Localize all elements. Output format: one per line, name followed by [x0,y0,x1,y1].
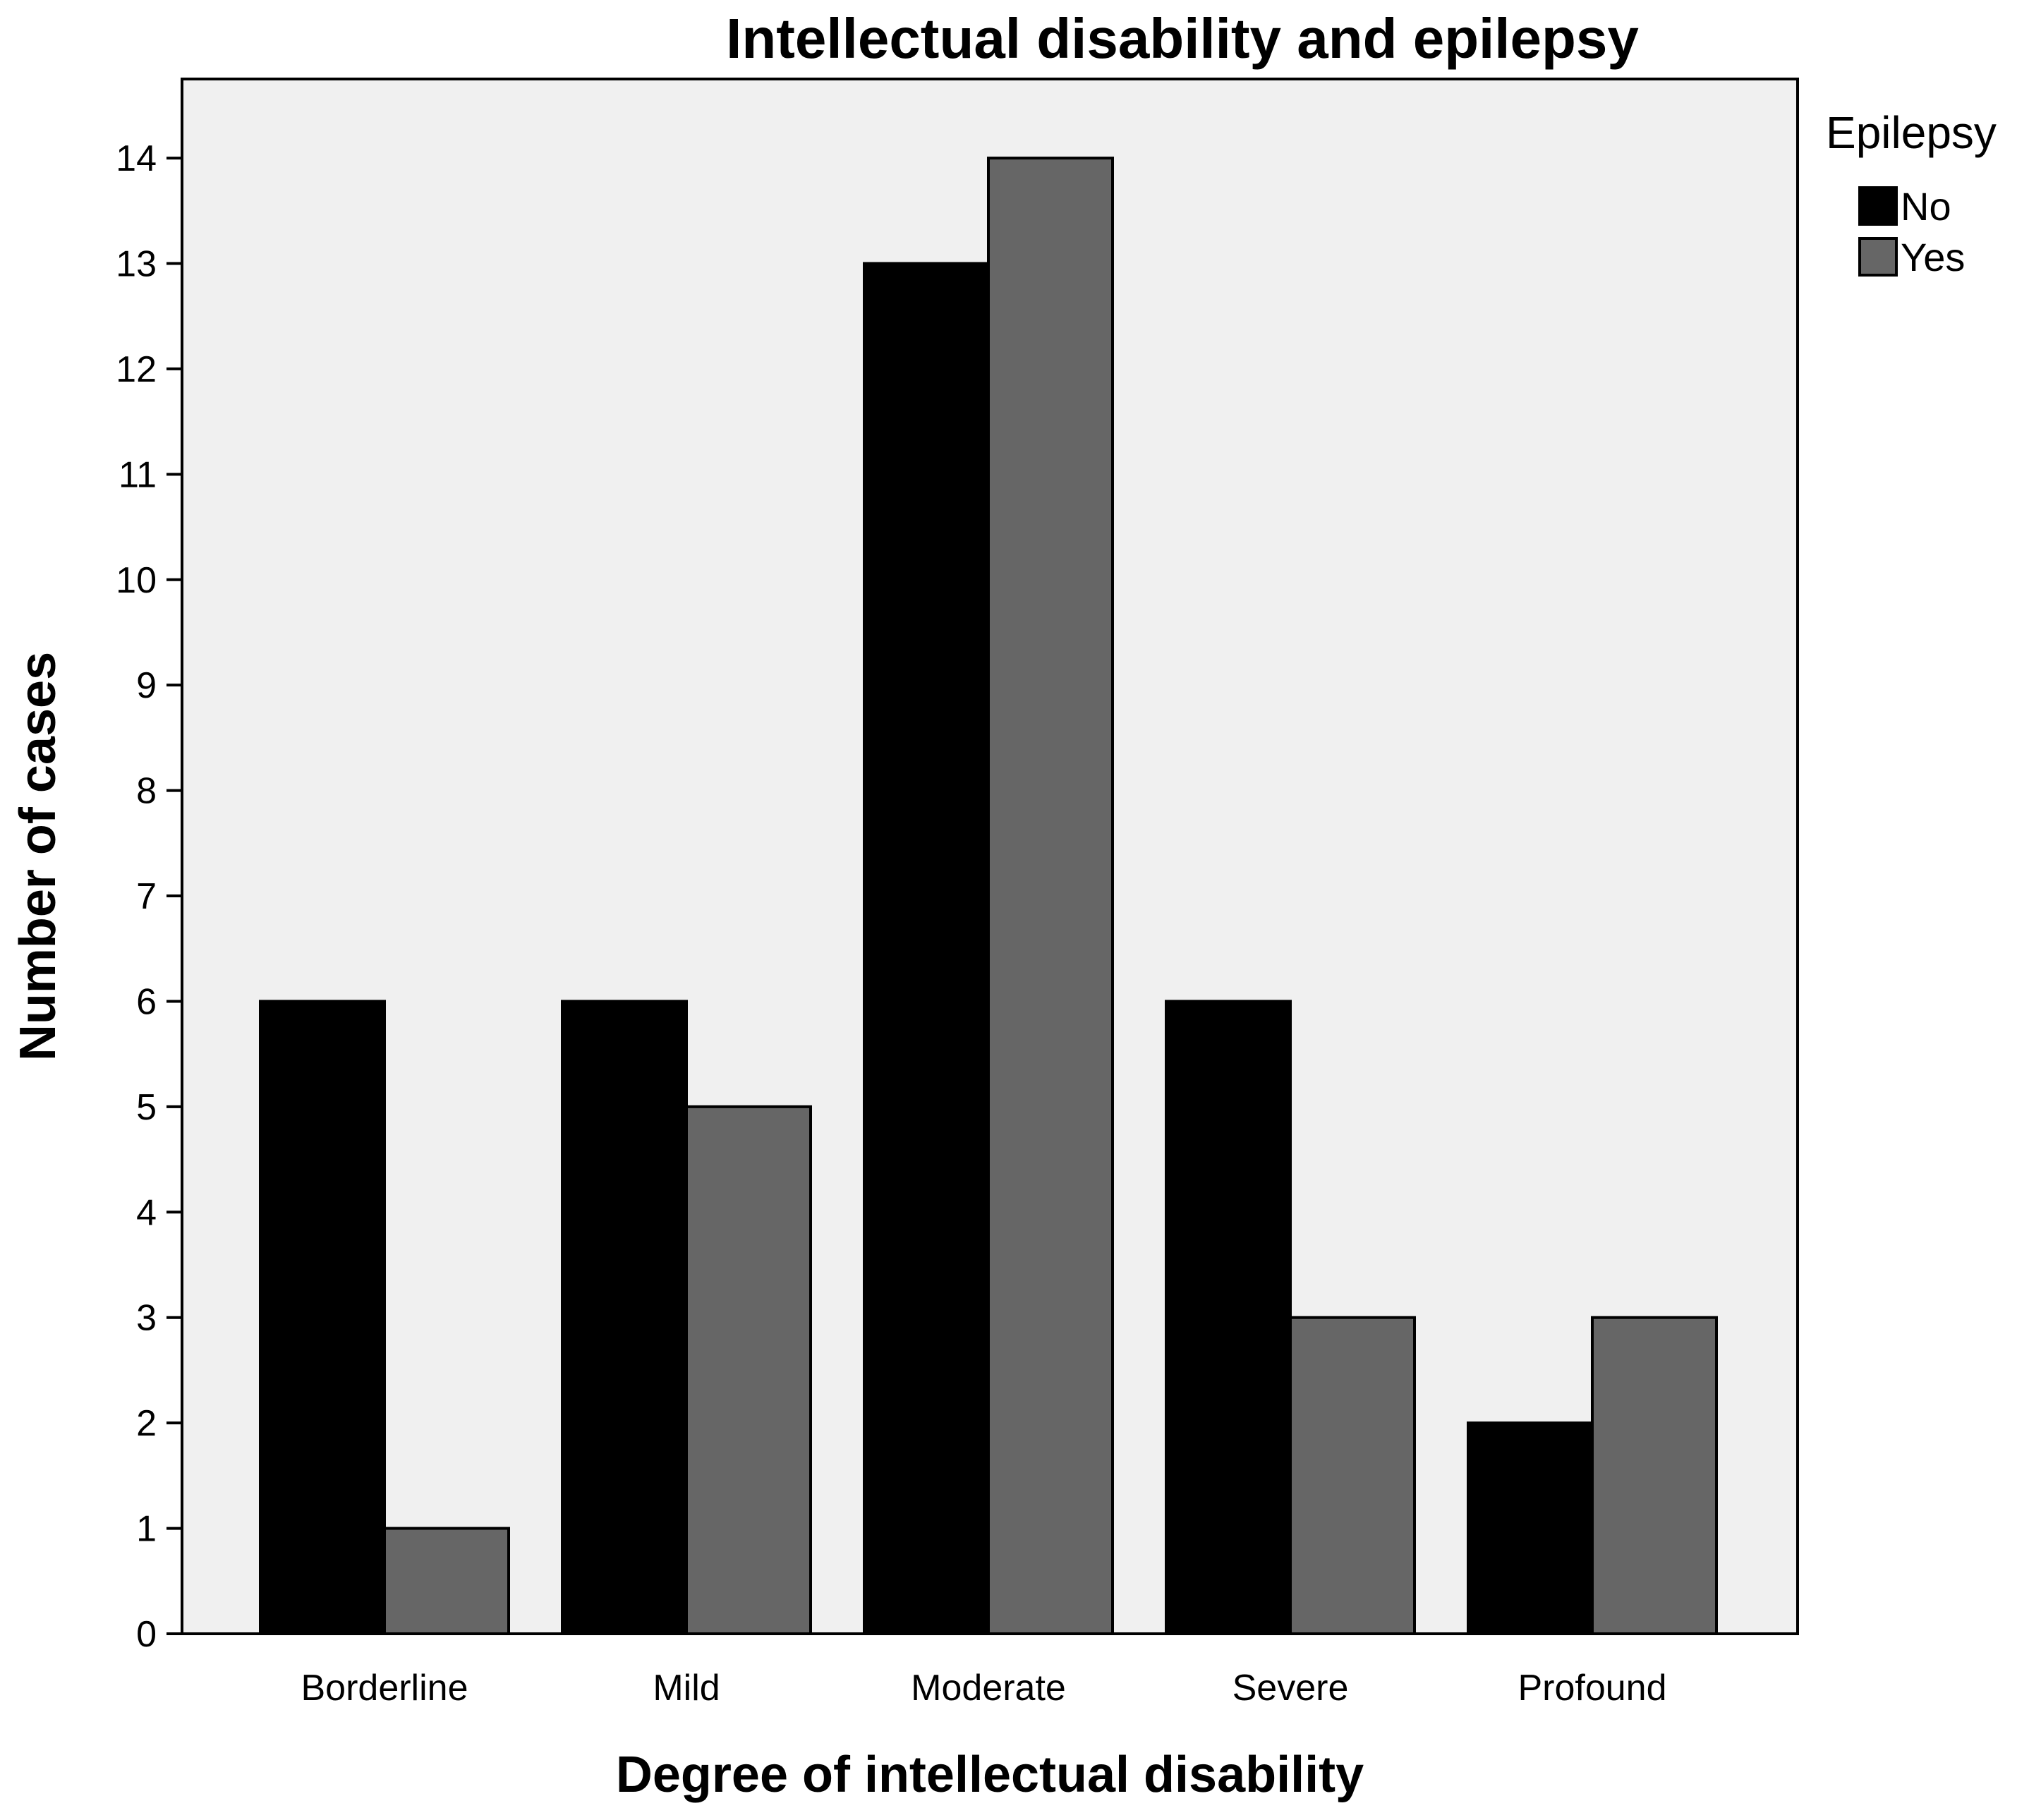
y-tick-label: 8 [136,771,157,812]
legend: Epilepsy No Yes [1826,107,1997,279]
legend-swatch-no [1858,186,1898,226]
bars-group [259,157,1718,1636]
y-tick-label: 7 [136,876,157,917]
x-tick-label: Moderate [911,1668,1066,1709]
y-tick-label: 0 [136,1614,157,1655]
bar-borderline-yes [383,1527,510,1635]
legend-swatch-yes [1858,237,1898,277]
x-tick-label: Mild [653,1668,720,1709]
y-axis-title: Number of cases [10,652,66,1061]
bar-borderline-no [259,1000,386,1635]
legend-label-yes: Yes [1901,235,1965,279]
bar-mild-yes [685,1105,812,1635]
bar-moderate-no [863,262,990,1635]
x-tick-label: Profound [1518,1668,1666,1709]
y-tick-label: 4 [136,1192,157,1233]
bar-profound-no [1467,1421,1594,1636]
bar-severe-no [1165,1000,1292,1635]
legend-title: Epilepsy [1826,107,1997,158]
y-tick-label: 1 [136,1509,157,1550]
bar-mild-no [561,1000,688,1635]
bar-severe-yes [1289,1316,1416,1635]
bar-moderate-yes [987,157,1114,1635]
legend-items: No Yes [1858,184,1965,279]
y-tick-label: 10 [116,560,157,601]
x-tick-label: Borderline [301,1668,468,1709]
legend-label-no: No [1901,184,1951,229]
y-tick-label: 11 [119,454,157,495]
y-tick-label: 6 [136,981,157,1022]
x-axis: Borderline Mild Moderate Severe Profound [301,1668,1666,1709]
chart-title: Intellectual disability and epilepsy [726,7,1639,70]
y-tick-label: 9 [136,665,157,706]
bar-profound-yes [1591,1316,1718,1635]
y-tick-label: 3 [136,1298,157,1339]
y-tick-label: 14 [116,138,157,179]
y-tick-label: 13 [116,243,157,284]
x-axis-title: Degree of intellectual disability [616,1747,1364,1803]
y-tick-label: 2 [136,1403,157,1444]
x-tick-label: Severe [1232,1668,1349,1709]
y-tick-label: 12 [116,349,157,390]
y-tick-label: 5 [136,1087,157,1128]
